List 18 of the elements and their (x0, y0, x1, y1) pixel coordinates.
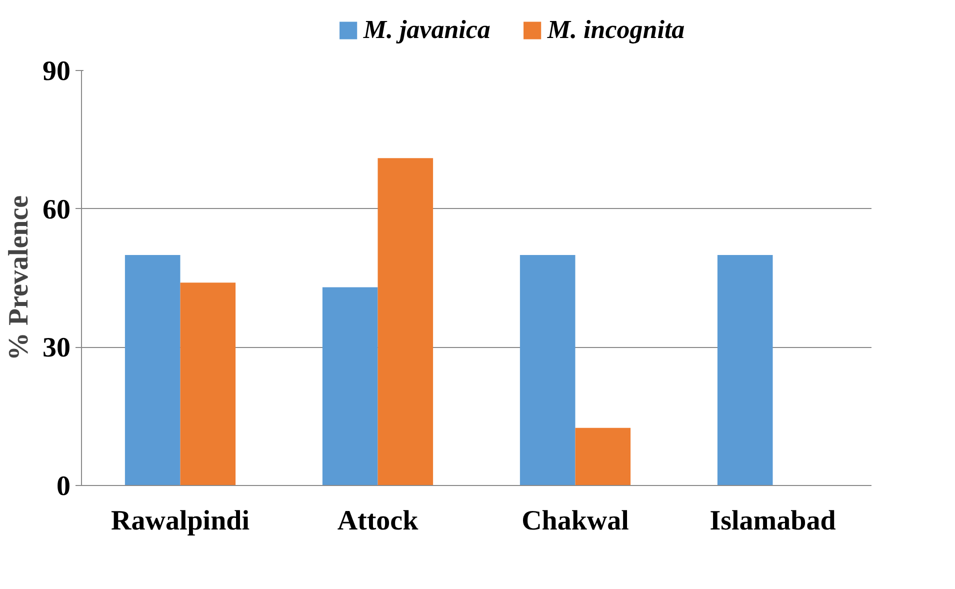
y-tick-label: 90 (42, 56, 70, 87)
bar (520, 254, 576, 486)
bar (180, 282, 236, 486)
legend-label: M. incognita (547, 15, 685, 45)
y-tick-label: 30 (42, 332, 70, 364)
x-tick-label: Rawalpindi (111, 506, 250, 536)
x-tick-label: Chakwal (522, 506, 630, 536)
y-axis-title: % Prevalence (4, 195, 34, 361)
y-tick-label: 0 (56, 471, 70, 502)
bar (575, 428, 631, 486)
bar (322, 287, 378, 486)
bar (124, 254, 180, 486)
x-tick-label: Attock (337, 506, 419, 536)
x-tick-label: Islamabad (710, 506, 836, 536)
bar (378, 158, 434, 486)
y-tick-label: 60 (42, 194, 70, 226)
bar (717, 254, 773, 486)
legend-label: M. javanica (363, 15, 490, 45)
